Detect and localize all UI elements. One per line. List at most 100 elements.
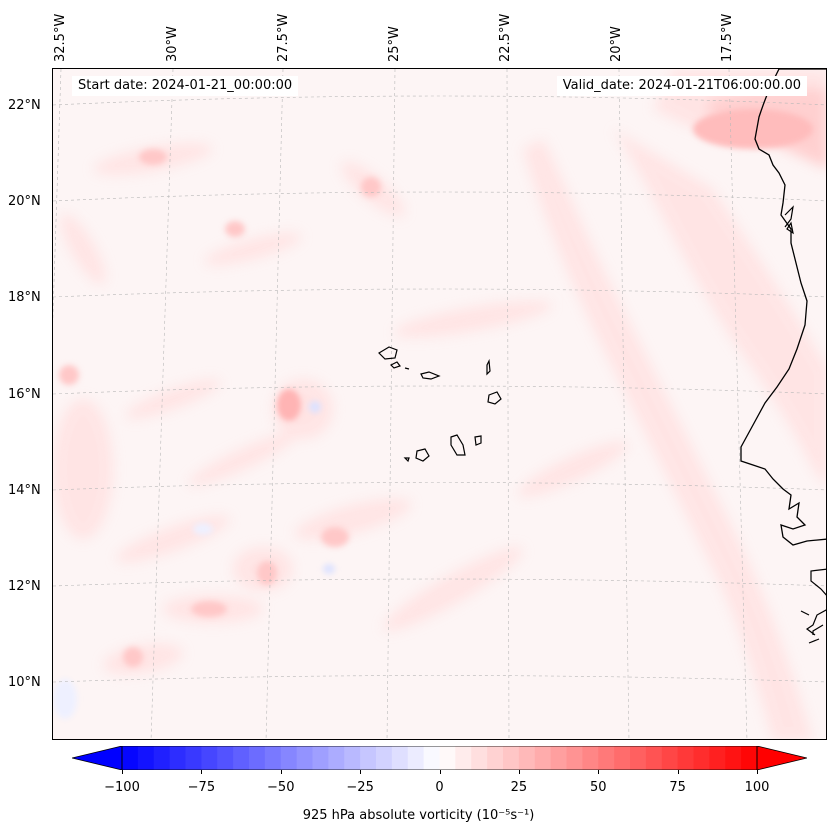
valid-date-label: Valid_date: 2024-01-21T06:00:00.00 [556,76,807,96]
island-fogo [415,448,430,462]
colorbar-segment [264,746,282,770]
lat-label-18n: 18°N [8,290,41,305]
colorbar-segment [122,746,139,770]
colorbar-segment [518,746,536,770]
colorbar-tick-mark [360,770,362,774]
lat-label-22n: 22°N [8,98,41,113]
colorbar-segment [344,746,361,770]
colorbar-segment [407,746,425,770]
colorbar-tick-mark [439,770,441,774]
lon-label-22-5w: 22.5°W [498,13,513,62]
vorticity-field-map [53,69,826,739]
start-date-label: Start date: 2024-01-21_00:00:00 [72,76,299,96]
colorbar-segment [423,746,440,770]
colorbar-segment [582,746,599,770]
colorbar-segment [217,746,234,770]
colorbar-segment [201,746,218,770]
island-santiago [450,434,466,456]
colorbar-segment [550,746,567,770]
colorbar-tick-label: 50 [589,780,607,795]
island-sal [486,358,491,376]
colorbar-segment [534,746,552,770]
colorbar-segment [471,746,488,770]
africa-coastline [740,69,826,546]
colorbar-extend-low [72,746,123,770]
island-maio [474,435,482,446]
colorbar-segment [487,746,504,770]
island-brava [403,457,410,463]
colorbar [72,746,807,770]
graticule [53,69,826,739]
colorbar-segment [169,746,186,770]
island-santa-luzia [404,367,410,370]
colorbar-segment [598,746,615,770]
colorbar-segment [455,746,472,770]
cape-verde-peninsula [784,205,794,235]
negative-vorticity-patches [53,401,335,719]
colorbar-segment [566,746,583,770]
colorbar-tick-label: 75 [669,780,686,795]
positive-vorticity-streaks [53,69,826,739]
colorbar-outline [121,746,758,770]
colorbar-segment [645,746,663,770]
colorbar-segment [614,746,631,770]
colorbar-segment [153,746,171,770]
colorbar-segment [360,746,377,770]
island-boa-vista [487,391,502,405]
colorbar-segment [693,746,710,770]
colorbar-tick-mark [757,770,758,774]
lat-label-20n: 20°N [8,194,41,209]
colorbar-tick-mark [598,770,600,774]
colorbar-tick-mark [677,770,679,774]
island-santo-antao [378,346,398,360]
colorbar-segment [725,746,742,770]
colorbar-segment [296,746,313,770]
colorbar-segment [137,746,155,770]
lon-label-32-5w: 32.5°W [53,13,68,62]
map-panel[interactable] [52,68,827,740]
colorbar-tick-mark [518,770,520,774]
lon-label-20w: 20°W [609,26,624,62]
lon-label-25w: 25°W [387,26,402,62]
africa-coastline-south [800,568,826,644]
colorbar-tick-label: −50 [267,780,295,795]
colorbar-tick-label: 25 [510,780,528,795]
colorbar-label: 925 hPa absolute vorticity (10⁻⁵s⁻¹) [302,808,535,823]
colorbar-segment [741,746,758,770]
colorbar-segment [280,746,298,770]
cape-verde-islands [378,346,502,463]
island-sao-nicolau [420,371,441,380]
colorbar-segment [503,746,520,770]
colorbar-segment [709,746,726,770]
colorbar-segment [328,746,345,770]
lon-label-27-5w: 27.5°W [276,13,291,62]
colorbar-tick-mark [201,770,203,774]
colorbar-tick-label: 0 [435,780,444,795]
lat-label-14n: 14°N [8,483,41,498]
colorbar-segment [376,746,393,770]
lat-label-16n: 16°N [8,387,41,402]
colorbar-tick-label: −75 [187,780,216,795]
colorbar-segment [233,746,250,770]
island-sao-vicente [389,361,401,369]
colorbar-tick-label: 100 [744,780,770,795]
colorbar-segment [661,746,679,770]
colorbar-segment [677,746,694,770]
colorbar-tick-label: −100 [104,780,140,795]
colorbar-tick-label: −25 [346,780,374,795]
colorbar-tick-mark [280,770,282,774]
colorbar-segment [439,746,456,770]
colorbar-segments [122,746,758,770]
vorticity-maxima [59,109,813,667]
colorbar-segment [630,746,647,770]
colorbar-segment [312,746,329,770]
lon-label-30w: 30°W [165,26,180,62]
colorbar-segment [391,746,409,770]
lon-label-17-5w: 17.5°W [720,13,735,62]
lat-label-10n: 10°N [8,675,41,690]
lat-label-12n: 12°N [8,579,41,594]
colorbar-extend-high [756,746,807,770]
colorbar-tick-mark [122,770,123,774]
colorbar-segment [185,746,202,770]
colorbar-segment [249,746,266,770]
